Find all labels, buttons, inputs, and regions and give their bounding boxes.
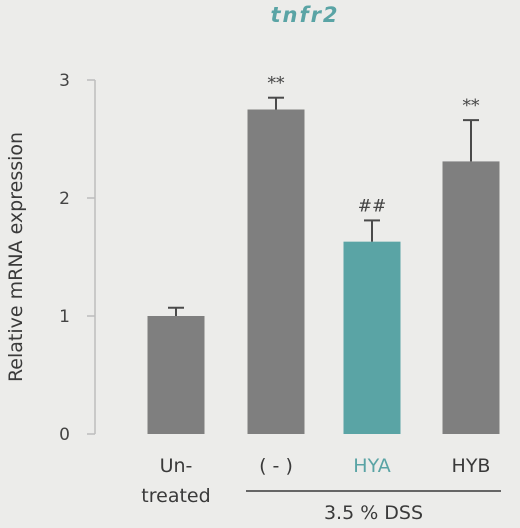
chart-title: tnfr2: [270, 3, 339, 27]
bar-0: [147, 316, 205, 434]
y-tick-label-2: 2: [59, 189, 70, 209]
category-label-0-line-1: treated: [141, 485, 210, 507]
significance-annotation-3: **: [463, 96, 481, 116]
bar-2: [343, 241, 401, 434]
y-axis-label: Relative mRNA expression: [5, 132, 27, 382]
category-label-2: HYA: [353, 455, 390, 477]
bar-1: [247, 109, 305, 434]
y-tick-label-0: 0: [59, 425, 70, 445]
group-label: 3.5 % DSS: [324, 502, 423, 524]
significance-annotation-2: ##: [358, 196, 387, 216]
y-tick-label-3: 3: [59, 71, 70, 91]
y-tick-label-1: 1: [59, 307, 70, 327]
category-label-1: ( - ): [259, 455, 293, 477]
bar-3: [442, 161, 500, 435]
category-label-0-line-0: Un-: [160, 455, 193, 477]
category-label-3: HYB: [452, 455, 491, 477]
significance-annotation-1: **: [268, 74, 286, 94]
